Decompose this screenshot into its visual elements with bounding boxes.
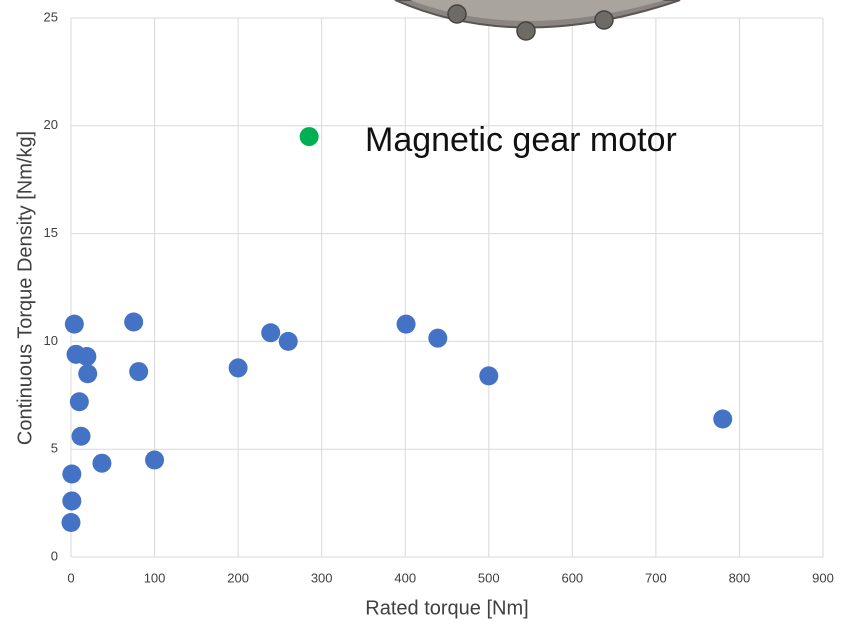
scatter-point	[479, 366, 499, 386]
y-tick-label: 0	[51, 548, 58, 563]
y-tick-label: 5	[51, 441, 58, 456]
x-axis-label: Rated torque [Nm]	[365, 597, 528, 619]
x-tick-label: 0	[67, 570, 74, 585]
y-tick-label: 25	[44, 9, 58, 24]
scatter-point	[228, 358, 248, 378]
scatter-point	[428, 328, 448, 348]
x-tick-label: 300	[311, 570, 333, 585]
x-tick-label: 500	[478, 570, 500, 585]
x-tick-label: 800	[729, 570, 751, 585]
y-tick-label: 15	[44, 225, 58, 240]
x-tick-label: 900	[812, 570, 834, 585]
y-axis-label: Continuous Torque Density [Nm/kg]	[14, 131, 36, 445]
scatter-point	[396, 314, 416, 334]
scatter-point	[77, 346, 97, 366]
scatter-point	[64, 314, 84, 334]
scatter-point	[278, 331, 298, 351]
scatter-point	[713, 409, 733, 429]
scatter-point	[62, 464, 82, 484]
x-tick-label: 400	[394, 570, 416, 585]
x-tick-label: 100	[144, 570, 166, 585]
scatter-point	[69, 392, 89, 412]
scatter-point	[92, 453, 112, 473]
scatter-point	[299, 127, 319, 147]
x-tick-label: 200	[227, 570, 249, 585]
scatter-point	[261, 323, 281, 343]
y-tick-label: 10	[44, 333, 58, 348]
annotation: Magnetic gear motor	[365, 121, 677, 159]
x-tick-label: 600	[561, 570, 583, 585]
scatter-point	[71, 426, 91, 446]
scatter-point	[145, 450, 165, 470]
y-tick-label: 20	[44, 117, 58, 132]
scatter-point	[129, 362, 149, 382]
scatter-point	[62, 491, 82, 511]
x-tick-label: 700	[645, 570, 667, 585]
scatter-point	[78, 364, 98, 384]
motor-image	[394, 0, 681, 41]
scatter-point	[124, 312, 144, 332]
scatter-point	[61, 513, 81, 533]
